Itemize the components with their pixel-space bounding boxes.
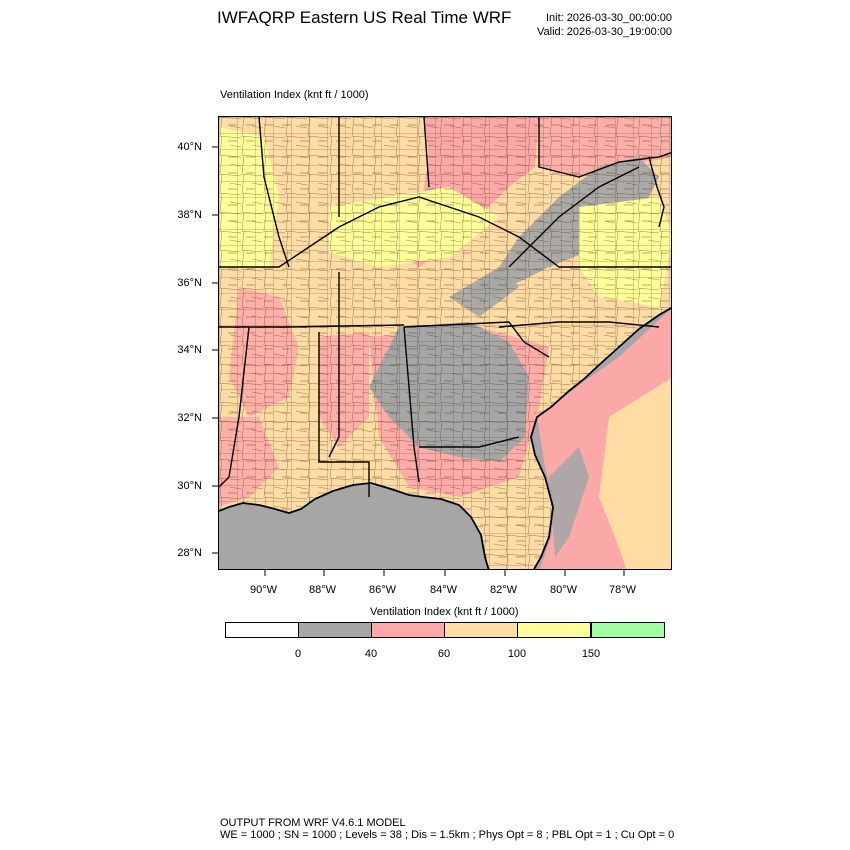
coastline [219,307,671,569]
model-config-line: WE = 1000 ; SN = 1000 ; Levels = 38 ; Di… [220,829,675,841]
lat-label-28n: 28°N [177,547,202,559]
lat-label-34n: 34°N [177,344,202,356]
ventilation-index-map [219,117,671,569]
colorbar-box-4 [444,622,518,638]
lon-label-90w: 90°W [250,584,278,596]
colorbar-tick-40: 40 [364,648,378,660]
chesapeake-shore [648,156,665,228]
init-time: Init: 2026-03-30_00:00:00 [546,12,672,24]
lon-label-86w: 86°W [369,584,397,596]
map-title: IWFAQRP Eastern US Real Time WRF [217,8,512,27]
lat-label-38n: 38°N [177,209,202,221]
valid-time: Valid: 2026-03-30_19:00:00 [537,26,672,38]
colorbar-title: Ventilation Index (knt ft / 1000) [370,606,519,618]
model-output-line: OUTPUT FROM WRF V4.6.1 MODEL [220,817,406,829]
offshore-gray-band [549,447,589,557]
colorbar-box-3 [371,622,445,638]
colorbar-tick-100: 100 [507,648,527,660]
lat-tick-marks [212,146,218,554]
lon-label-78w: 78°W [609,584,637,596]
state-borders [219,117,671,497]
lon-label-84w: 84°W [430,584,458,596]
colorbar-tick-150: 150 [581,648,601,660]
colorbar-box-1 [225,622,299,638]
lon-label-88w: 88°W [309,584,337,596]
colorbar-box-2 [298,622,372,638]
lat-label-40n: 40°N [177,141,202,153]
lat-label-32n: 32°N [177,412,202,424]
colorbar-box-6 [591,622,665,638]
lat-label-30n: 30°N [177,480,202,492]
field-label: Ventilation Index (knt ft / 1000) [220,89,369,101]
offshore-orange-zone [599,378,671,569]
colorbar-box-5 [517,622,591,638]
lon-tick-marks [264,570,625,576]
lon-label-82w: 82°W [490,584,518,596]
map-panel [218,116,672,570]
lat-label-36n: 36°N [177,277,202,289]
lon-label-80w: 80°W [550,584,578,596]
colorbar-tick-0: 0 [294,648,302,660]
colorbar [225,622,665,638]
colorbar-tick-60: 60 [437,648,451,660]
